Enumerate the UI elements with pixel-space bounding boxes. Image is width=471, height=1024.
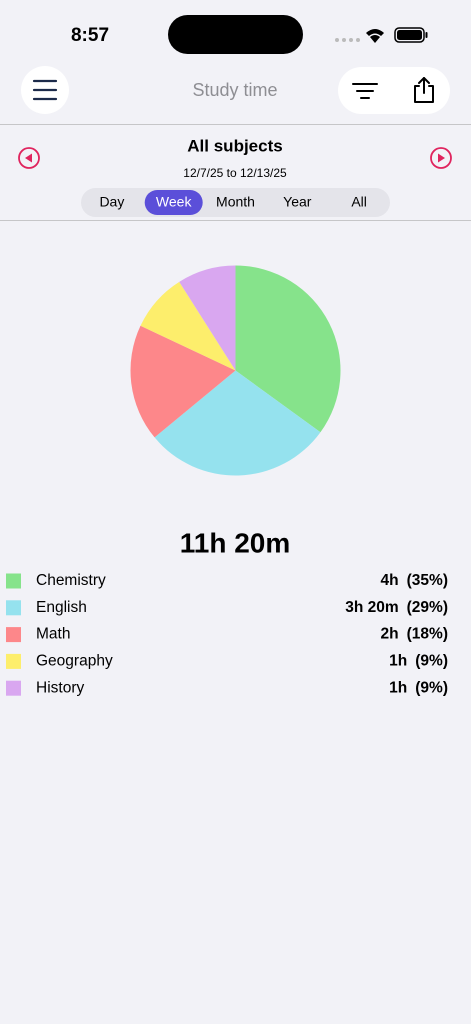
legend-label: Chemistry: [36, 572, 106, 589]
previous-button[interactable]: [18, 147, 40, 169]
clock: 8:57: [71, 25, 109, 46]
value-label: (35%): [407, 572, 448, 589]
menu-icon: [32, 79, 58, 101]
value-label: (18%): [407, 626, 448, 643]
duration-label: 2h: [381, 626, 399, 643]
period-tab[interactable]: All: [351, 194, 367, 210]
date-range: 12/7/25 to 12/13/25: [183, 166, 287, 180]
duration-label: 1h: [389, 652, 407, 669]
next-button[interactable]: [430, 147, 452, 169]
subject-title: All subjects: [187, 136, 282, 155]
legend-label: Math: [36, 626, 70, 643]
pie-slice: [130, 325, 236, 438]
share-button[interactable]: [414, 77, 434, 103]
page-title: Study time: [192, 80, 277, 100]
duration-label: 3h 20m: [345, 599, 398, 616]
pie-slice: [154, 370, 321, 476]
period-tab[interactable]: Day: [99, 194, 124, 210]
period-tab[interactable]: Month: [216, 194, 255, 210]
legend-swatch: [6, 627, 21, 643]
legend-label: Geography: [36, 652, 113, 669]
legend-swatch: [6, 600, 21, 616]
duration-label: 1h: [389, 679, 407, 696]
pie-slice: [235, 265, 341, 433]
status-icons: [335, 27, 428, 43]
value-label: (9%): [415, 652, 448, 669]
period-tab[interactable]: Year: [283, 194, 312, 210]
period-tabs: Day Week Month Year All: [99, 190, 367, 215]
selected-tab: [144, 190, 203, 215]
legend-label: English: [36, 599, 87, 616]
legend-label: History: [36, 679, 84, 696]
pie-slice: [179, 265, 236, 371]
dynamic-island: [168, 15, 303, 54]
period-tab[interactable]: Week: [156, 194, 193, 210]
filter-button[interactable]: [352, 83, 378, 99]
legend-swatch: [6, 653, 21, 669]
value-label: (29%): [407, 599, 448, 616]
total-time: 11h 20m: [180, 527, 291, 558]
legend-swatch: [6, 680, 21, 696]
value-label: (9%): [415, 679, 448, 696]
legend-swatch: [6, 573, 21, 589]
duration-label: 4h: [381, 572, 399, 589]
pie: [130, 265, 341, 476]
legend: Chemistry (35%) 4h English (29%) 3h 20m Math (1…: [6, 572, 448, 696]
pie-slice: [140, 281, 236, 371]
